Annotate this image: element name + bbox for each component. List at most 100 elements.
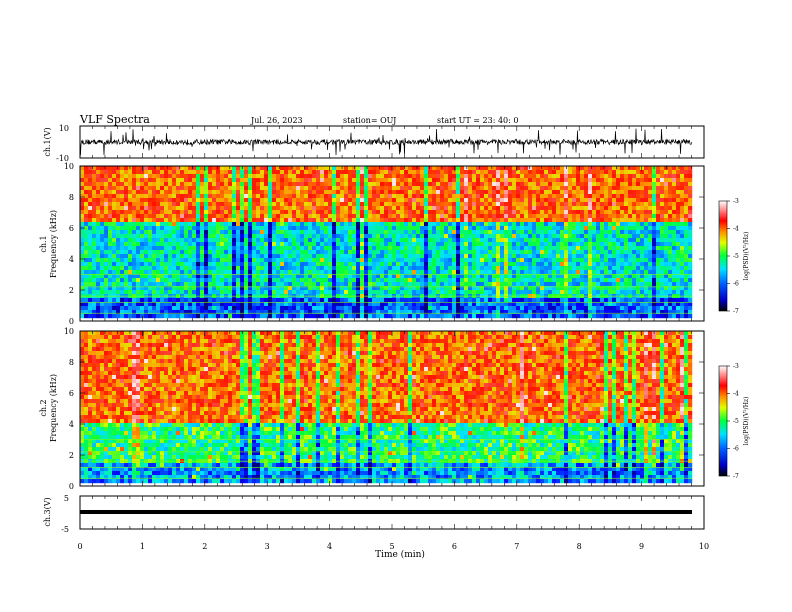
spectrogram-cell [400,218,405,223]
spectrogram-cell [408,226,413,231]
spectrogram-cell [632,202,637,207]
spectrogram-cell [532,250,537,255]
spectrogram-cell [156,214,161,219]
spectrogram-cell [580,286,585,291]
spectrogram-cell [256,190,261,195]
spectrogram-cell [408,290,413,295]
spectrogram-cell [340,194,345,199]
spectrogram-cell [256,226,261,231]
spectrogram-cell [404,282,409,287]
spectrogram-cell [536,226,541,231]
spectrogram-cell [680,210,685,215]
spectrogram-cell [280,282,285,287]
spectrogram-cell [680,178,685,183]
spectrogram-cell [404,170,409,175]
spectrogram-cell [104,270,109,275]
spectrogram-cell [372,166,377,171]
spectrogram-cell [356,238,361,243]
spectrogram-cell [84,214,89,219]
spectrogram-cell [104,262,109,267]
spectrogram-cell [232,202,237,207]
spectrogram-cell [600,246,605,251]
spectrogram-cell [108,258,113,263]
spectrogram-cell [396,206,401,211]
spectrogram-cell [620,242,625,247]
spectrogram-cell [588,202,593,207]
spectrogram-cell [244,254,249,259]
spectrogram-cell [328,222,333,227]
spectrogram-cell [360,206,365,211]
spectrogram-cell [256,258,261,263]
spectrogram-cell [436,226,441,231]
spectrogram-cell [216,222,221,227]
spectrogram-cell [504,218,509,223]
spectrogram-cell [164,246,169,251]
spectrogram-cell [648,166,653,171]
spectrogram-cell [476,286,481,291]
spectrogram-cell [288,218,293,223]
spectrogram-cell [280,214,285,219]
spectrogram-cell [180,242,185,247]
spectrogram-cell [132,206,137,211]
spectrogram-cell [312,270,317,275]
spectrogram-cell [668,282,673,287]
spectrogram-cell [584,186,589,191]
spectrogram-cell [468,202,473,207]
spectrogram-cell [396,234,401,239]
spectrogram-cell [656,254,661,259]
spectrogram-cell [608,222,613,227]
spectrogram-cell [188,290,193,295]
spectrogram-cell [252,282,257,287]
spectrogram-cell [344,202,349,207]
spectrogram-cell [188,250,193,255]
spectrogram-cell [192,262,197,267]
spectrogram-cell [528,290,533,295]
spectrogram-cell [92,190,97,195]
spectrogram-cell [96,270,101,275]
spectrogram-cell [128,178,133,183]
spectrogram-cell [364,178,369,183]
spectrogram-cell [544,274,549,279]
spectrogram-cell [236,254,241,259]
spectrogram-cell [588,262,593,267]
spectrogram-cell [104,206,109,211]
spectrogram-cell [384,270,389,275]
spectrogram-cell [288,262,293,267]
spectrogram-cell [384,254,389,259]
spectrogram-cell [240,210,245,215]
spectrogram-cell [260,210,265,215]
spectrogram-cell [156,286,161,291]
spectrogram-cell [500,262,505,267]
spectrogram-cell [684,286,689,291]
spectrogram-cell [224,258,229,263]
spectrogram-cell [260,218,265,223]
spectrogram-cell [456,166,461,171]
spectrogram-cell [588,234,593,239]
spectrogram-cell [408,282,413,287]
spectrogram-cell [504,286,509,291]
spectrogram-cell [400,266,405,271]
spectrogram-cell [576,186,581,191]
spectrogram-cell [264,262,269,267]
spectrogram-cell [324,250,329,255]
spectrogram-cell [476,178,481,183]
spectrogram-cell [500,166,505,171]
spectrogram-cell [196,290,201,295]
spectrogram-cell [656,182,661,187]
spectrogram-cell [496,290,501,295]
spectrogram-cell [388,234,393,239]
spectrogram-cell [648,246,653,251]
spectrogram-cell [556,230,561,235]
spectrogram-cell [232,238,237,243]
spectrogram-cell [412,238,417,243]
spectrogram-cell [608,202,613,207]
spectrogram-cell [140,174,145,179]
spectrogram-cell [568,286,573,291]
spectrogram-cell [156,206,161,211]
spectrogram-cell [476,278,481,283]
spectrogram-cell [572,246,577,251]
spectrogram-cell [380,190,385,195]
spectrogram-cell [140,258,145,263]
spectrogram-cell [356,282,361,287]
spectrogram-cell [680,246,685,251]
